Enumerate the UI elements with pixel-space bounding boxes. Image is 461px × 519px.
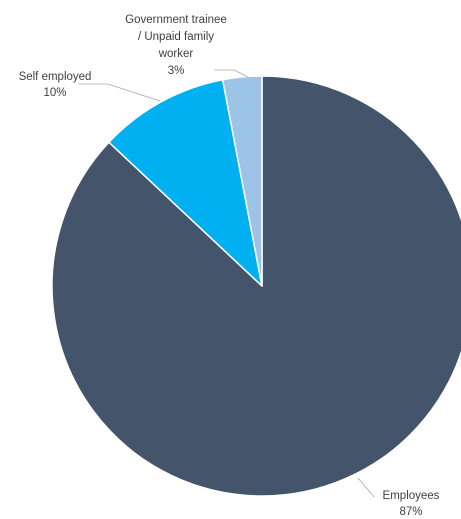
leader-lines [78, 69, 375, 498]
pie-slices [51, 75, 461, 497]
pie-slice-self-employed [108, 78, 263, 287]
slice-label-government-trainee-line-1: Government trainee [125, 14, 227, 26]
slice-label-employees: Employees [383, 490, 440, 502]
pie-slice-government-trainee [221, 75, 263, 287]
slice-value-government-trainee: 3% [168, 65, 185, 77]
pie-slice-employees [51, 75, 461, 497]
slice-label-government-trainee-line-3: worker [158, 48, 194, 60]
leader-line-self-employed [78, 83, 161, 102]
slice-label-government-trainee-line-2: / Unpaid family [138, 31, 214, 43]
slice-value-employees: 87% [399, 506, 422, 518]
slice-label-self-employed: Self employed [19, 71, 92, 83]
slice-value-self-employed: 10% [43, 87, 66, 99]
leader-line-government-trainee [214, 69, 249, 78]
leader-line-employees [357, 477, 375, 498]
